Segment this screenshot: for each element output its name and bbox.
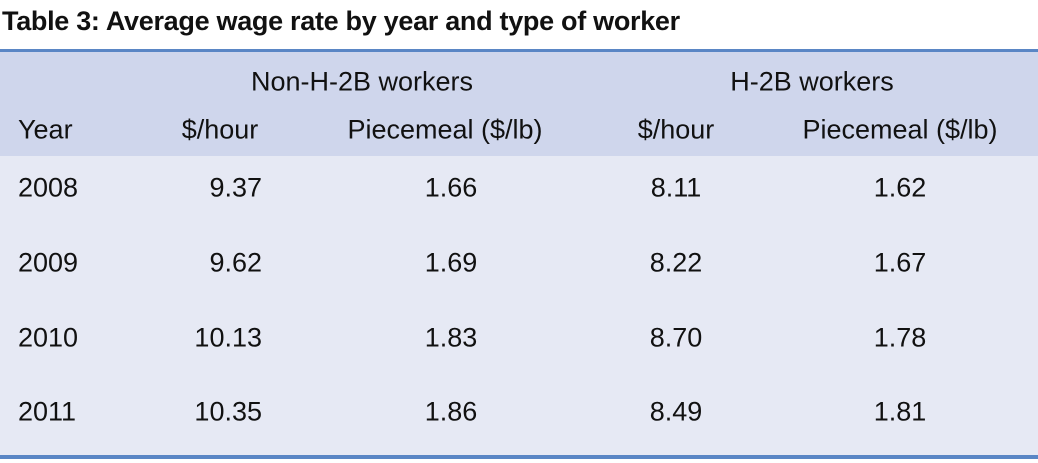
column-header: Piecemeal ($/lb)	[802, 114, 998, 145]
group-header: H-2B workers	[730, 66, 894, 97]
table-cell: 1.81	[873, 396, 927, 427]
row-year: 2010	[18, 322, 79, 353]
column-header: Piecemeal ($/lb)	[347, 114, 543, 145]
table-cell: 8.22	[649, 247, 703, 278]
group-header: Non-H-2B workers	[250, 66, 474, 97]
bottom-rule	[0, 455, 1038, 459]
table-cell: 1.78	[873, 322, 927, 353]
column-header: $/hour	[181, 114, 259, 145]
row-year: 2008	[18, 172, 79, 203]
top-rule	[0, 49, 1038, 52]
table-cell: 1.67	[873, 247, 927, 278]
table-cell: 1.83	[424, 322, 478, 353]
table-cell: 8.70	[649, 322, 703, 353]
table-cell: 1.69	[424, 247, 478, 278]
table-cell: 1.66	[424, 172, 478, 203]
row-year: 2011	[18, 396, 77, 427]
table-cell: 1.62	[873, 172, 927, 203]
row-year: 2009	[18, 247, 79, 278]
column-header: $/hour	[637, 114, 715, 145]
table-cell: 9.37	[209, 172, 262, 203]
table-cell: 8.49	[649, 396, 703, 427]
table-cell: 10.35	[194, 396, 262, 427]
body-background	[0, 156, 1038, 455]
table-cell: 1.86	[424, 396, 478, 427]
header-background	[0, 52, 1038, 156]
column-header: Year	[18, 114, 73, 145]
table-cell: 10.13	[194, 322, 262, 353]
table-cell: 8.11	[650, 172, 702, 203]
table-title: Table 3: Average wage rate by year and t…	[2, 6, 680, 36]
table-cell: 9.62	[209, 247, 262, 278]
